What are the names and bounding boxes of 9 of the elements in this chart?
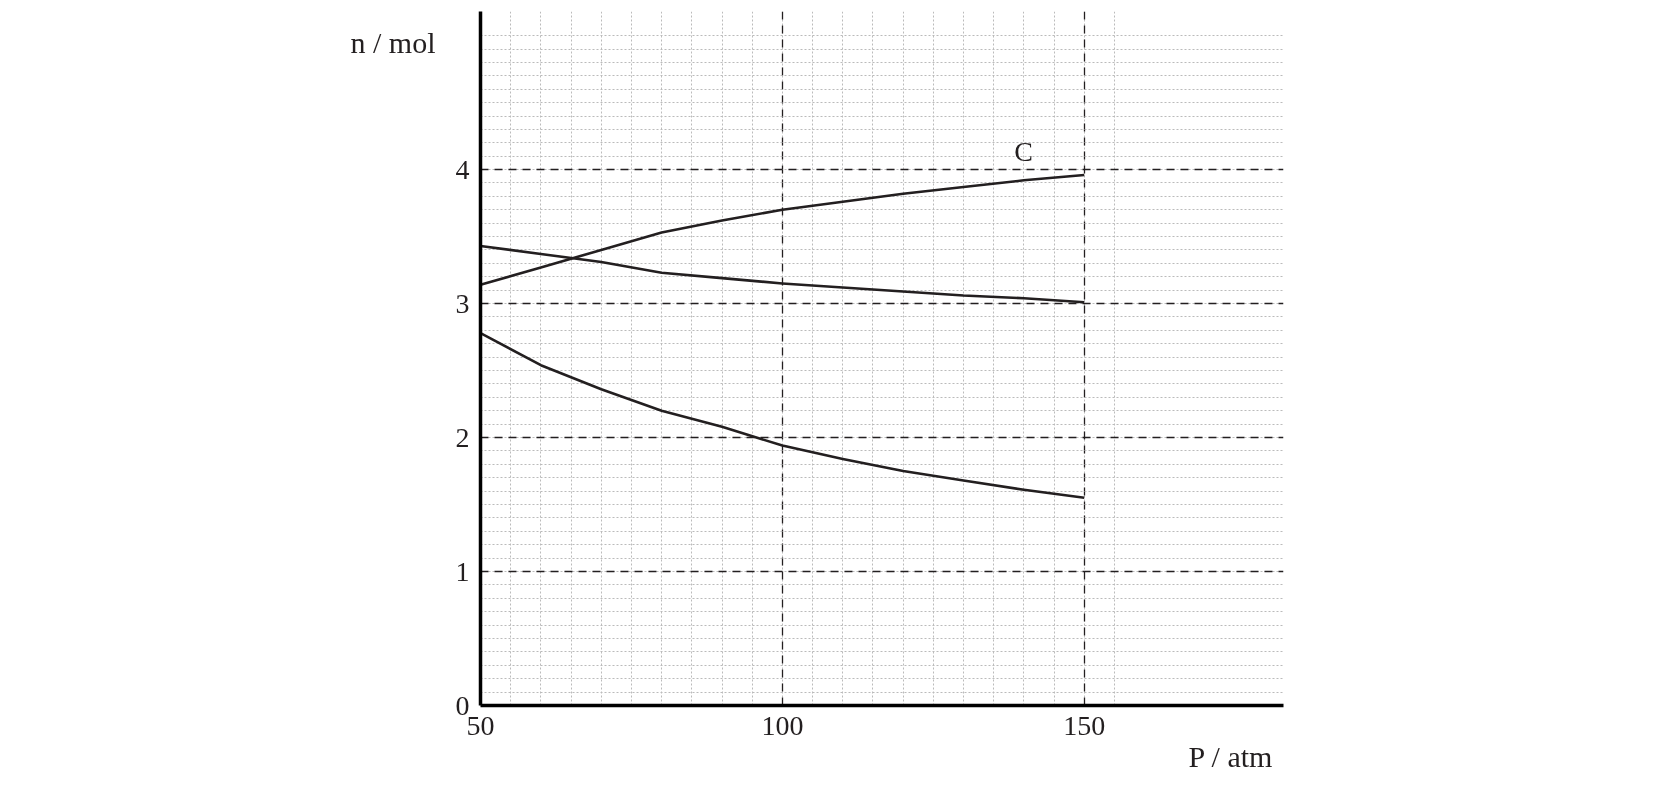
x-axis-title: P / atm	[1188, 739, 1273, 773]
x-tick-label: 100	[761, 709, 804, 741]
series-label: C	[1014, 135, 1033, 167]
y-tick-label: 3	[455, 287, 470, 319]
y-axis-title: n / mol	[350, 26, 436, 59]
y-tick-label: 2	[455, 421, 470, 453]
y-tick-label: 4	[455, 153, 470, 185]
y-tick-label: 1	[455, 555, 470, 587]
x-tick-label: 150	[1063, 709, 1106, 741]
